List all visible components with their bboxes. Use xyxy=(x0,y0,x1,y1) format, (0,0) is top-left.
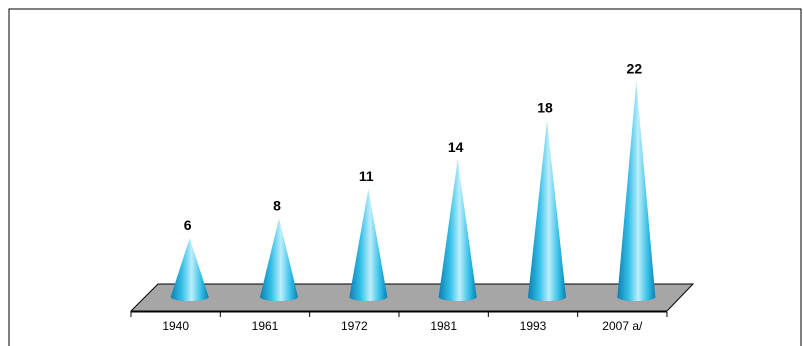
category-labels: 1940 1961 1972 1981 1993 2007 a/ xyxy=(162,319,643,333)
category-label: 2007 a/ xyxy=(602,319,643,333)
category-label: 1972 xyxy=(341,319,368,333)
cone-series xyxy=(170,81,656,302)
chart-floor xyxy=(129,283,695,312)
data-label: 8 xyxy=(273,198,281,214)
category-label: 1981 xyxy=(430,319,457,333)
cone-bar xyxy=(260,218,298,301)
data-label: 6 xyxy=(184,217,192,233)
data-labels: 6 8 11 14 18 22 xyxy=(184,60,643,233)
cone-bar xyxy=(617,81,656,302)
data-label: 18 xyxy=(537,100,553,116)
cone-bar xyxy=(349,189,388,301)
category-label: 1993 xyxy=(520,319,547,333)
cone-bar xyxy=(170,238,209,301)
data-label: 22 xyxy=(627,60,643,76)
axis-ticks xyxy=(130,312,668,317)
category-label: 1961 xyxy=(252,319,279,333)
category-label: 1940 xyxy=(162,319,189,333)
cone-bar xyxy=(438,159,477,301)
cone-bar xyxy=(528,120,566,301)
data-label: 11 xyxy=(359,168,374,184)
data-label: 14 xyxy=(448,139,464,155)
